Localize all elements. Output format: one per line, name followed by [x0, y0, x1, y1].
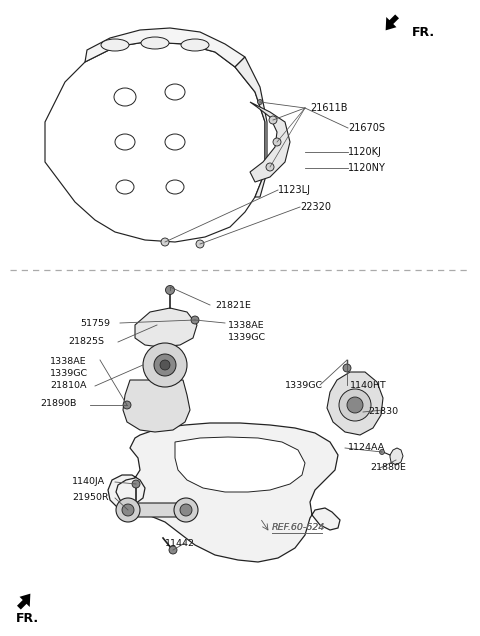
Circle shape	[257, 99, 263, 104]
Text: 11442: 11442	[165, 539, 195, 548]
Text: 1120KJ: 1120KJ	[348, 147, 382, 157]
Circle shape	[191, 316, 199, 324]
Text: 1123LJ: 1123LJ	[278, 185, 311, 195]
Circle shape	[161, 238, 169, 246]
Text: 21880E: 21880E	[370, 464, 406, 473]
Ellipse shape	[166, 180, 184, 194]
Circle shape	[122, 504, 134, 516]
Ellipse shape	[101, 39, 129, 51]
Polygon shape	[135, 308, 197, 347]
Ellipse shape	[165, 134, 185, 150]
Circle shape	[132, 480, 140, 488]
Circle shape	[169, 546, 177, 554]
Text: 1140JA: 1140JA	[72, 478, 105, 487]
Polygon shape	[327, 372, 383, 435]
Circle shape	[347, 397, 363, 413]
Text: FR.: FR.	[412, 25, 435, 39]
Polygon shape	[235, 57, 267, 197]
Ellipse shape	[116, 180, 134, 194]
Ellipse shape	[115, 134, 135, 150]
Circle shape	[273, 138, 281, 146]
Text: 1339GC: 1339GC	[50, 370, 88, 378]
Circle shape	[196, 240, 204, 248]
Polygon shape	[385, 15, 399, 31]
Text: 21950R: 21950R	[72, 494, 108, 502]
Polygon shape	[45, 42, 265, 242]
Text: 1124AA: 1124AA	[348, 443, 385, 452]
Circle shape	[180, 504, 192, 516]
Polygon shape	[250, 102, 290, 182]
Text: 21821E: 21821E	[215, 300, 251, 310]
Circle shape	[339, 389, 371, 421]
Polygon shape	[108, 423, 340, 562]
Text: 1339GC: 1339GC	[285, 380, 323, 389]
Text: 21825S: 21825S	[68, 338, 104, 347]
Text: 21830: 21830	[368, 408, 398, 417]
Circle shape	[269, 116, 277, 124]
Text: 21670S: 21670S	[348, 123, 385, 133]
Text: 1338AE: 1338AE	[228, 321, 264, 329]
Circle shape	[160, 360, 170, 370]
Ellipse shape	[141, 37, 169, 49]
Polygon shape	[390, 448, 403, 465]
FancyBboxPatch shape	[126, 503, 185, 517]
Text: FR.: FR.	[16, 611, 39, 625]
Text: 1338AE: 1338AE	[50, 357, 86, 366]
Circle shape	[143, 343, 187, 387]
Text: REF.60-624: REF.60-624	[272, 523, 325, 532]
Ellipse shape	[114, 88, 136, 106]
Circle shape	[166, 286, 175, 294]
Text: 22320: 22320	[300, 202, 331, 212]
Polygon shape	[17, 593, 30, 609]
Polygon shape	[175, 437, 305, 492]
Text: 51759: 51759	[80, 319, 110, 328]
Ellipse shape	[165, 84, 185, 100]
Polygon shape	[85, 28, 245, 67]
Text: REF.60-624: REF.60-624	[272, 523, 325, 532]
Text: 21611B: 21611B	[310, 103, 348, 113]
Circle shape	[380, 450, 384, 455]
Circle shape	[154, 354, 176, 376]
Text: 21810A: 21810A	[50, 382, 86, 391]
Circle shape	[343, 364, 351, 372]
Circle shape	[174, 498, 198, 522]
Circle shape	[266, 163, 274, 171]
Circle shape	[123, 401, 131, 409]
Ellipse shape	[181, 39, 209, 51]
Text: 1339GC: 1339GC	[228, 333, 266, 342]
Polygon shape	[123, 380, 190, 432]
Text: 1140HT: 1140HT	[350, 380, 387, 389]
Text: 21890B: 21890B	[40, 399, 76, 408]
Circle shape	[116, 498, 140, 522]
Text: 1120NY: 1120NY	[348, 163, 386, 173]
